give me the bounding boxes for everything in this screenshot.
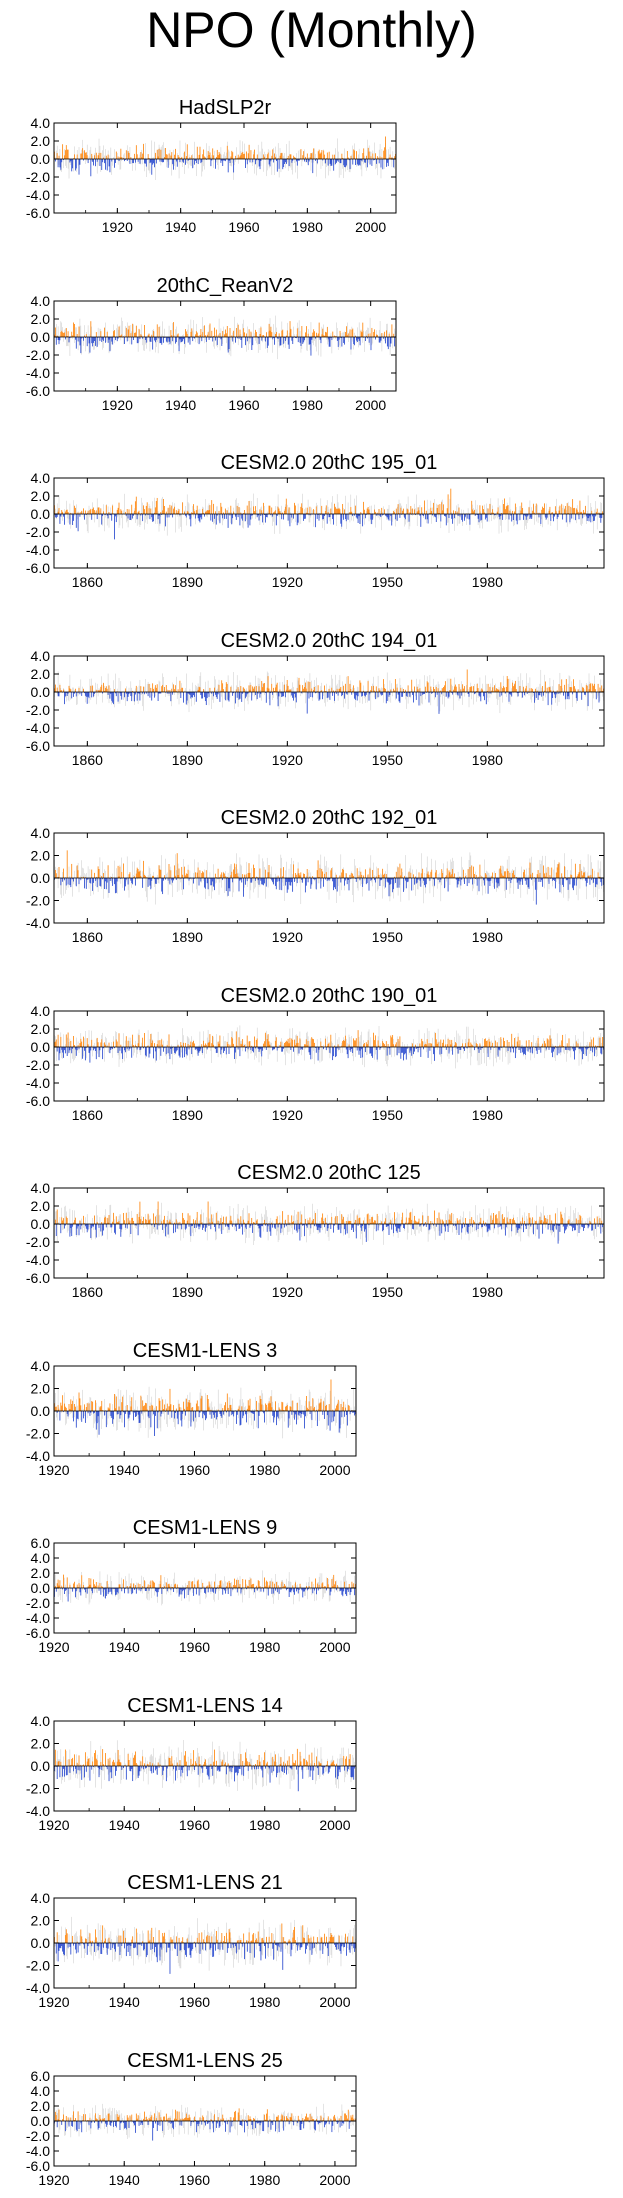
x-tick-label: 1940 xyxy=(165,219,196,235)
x-tick-label: 1950 xyxy=(372,574,403,590)
x-tick-label: 1860 xyxy=(72,752,103,768)
chart-svg: CESM2.0 20thC 194_01 4.0 2.0 0.0 -2.0 -4.0 -6.… xyxy=(26,630,605,768)
chart-title: CESM2.0 20thC 192_01 xyxy=(221,807,438,829)
x-tick-label: 1980 xyxy=(292,397,323,413)
x-tick-label: 1980 xyxy=(292,219,323,235)
chart-title: CESM2.0 20thC 195_01 xyxy=(221,452,438,474)
x-tick-label: 2000 xyxy=(355,219,386,235)
y-tick-label: 0.0 xyxy=(31,684,51,700)
x-tick-label: 1920 xyxy=(102,397,133,413)
y-tick-label: 0.0 xyxy=(31,506,51,522)
y-tick-label: -6.0 xyxy=(26,738,50,754)
x-tick-label: 1920 xyxy=(272,752,303,768)
bar-series xyxy=(54,315,396,360)
y-tick-label: -2.0 xyxy=(26,347,50,363)
chart-title: HadSLP2r xyxy=(179,97,272,119)
y-tick-label: 0.0 xyxy=(31,151,51,167)
y-tick-label: 2.0 xyxy=(31,666,51,682)
y-tick-label: -6.0 xyxy=(26,383,50,399)
x-tick-label: 1860 xyxy=(72,574,103,590)
y-tick-label: -2.0 xyxy=(26,524,50,540)
y-tick-label: 4.0 xyxy=(31,648,51,664)
x-tick-label: 1890 xyxy=(172,574,203,590)
chart-svg: CESM2.0 20thC 192_014.02.00.0-2.0-4.0186… xyxy=(26,807,605,945)
x-tick-label: 1960 xyxy=(228,219,259,235)
x-tick-label: 1920 xyxy=(272,574,303,590)
y-tick-label: 2.0 xyxy=(31,133,51,149)
y-tick-label: -2.0 xyxy=(26,169,50,185)
y-tick-label: 4.0 xyxy=(31,470,51,486)
y-tick-label: -4.0 xyxy=(26,720,50,736)
y-tick-label: -6.0 xyxy=(26,205,50,221)
plot-frame xyxy=(53,300,397,392)
y-tick-label: -4.0 xyxy=(26,365,50,381)
x-tick-label: 1940 xyxy=(165,397,196,413)
y-tick-label: 2.0 xyxy=(31,488,51,504)
chart-panel: CESM2.0 20thC 192_01 4.0 2.0 0.0 -2.0 -4.0 186… xyxy=(4,799,612,953)
y-tick-label: -6.0 xyxy=(26,560,50,576)
plot-frame xyxy=(53,122,397,214)
bar-series xyxy=(54,850,604,905)
chart-panel: 20thC_ReanV2 4.0 2.0 0.0 -2.0 -4.0 -6.0 1920 194… xyxy=(4,267,404,421)
y-tick-label: -4.0 xyxy=(26,542,50,558)
y-tick-label: 4.0 xyxy=(31,115,51,131)
chart-panel: CESM2.0 20thC 195_01 4.0 2.0 0.0 -2.0 -4.0 -6.… xyxy=(4,444,612,598)
chart-svg: CESM2.0 20thC 195_01 4.0 2.0 0.0 -2.0 -4.0 -6.… xyxy=(26,452,605,590)
plot-frame xyxy=(53,655,605,747)
x-tick-label: 1980 xyxy=(472,752,503,768)
page-title: NPO (Monthly) xyxy=(146,2,477,58)
chart-panel: CESM2.0 20thC 194_01 4.0 2.0 0.0 -2.0 -4.0 -6.… xyxy=(4,622,612,776)
chart-title: 20thC_ReanV2 xyxy=(157,275,294,297)
x-tick-label: 1980 xyxy=(472,574,503,590)
y-tick-label: -4.0 xyxy=(26,187,50,203)
y-tick-label: -2.0 xyxy=(26,702,50,718)
y-tick-label: 0.0 xyxy=(31,329,51,345)
x-tick-label: 1920 xyxy=(102,219,133,235)
y-tick-label: 2.0 xyxy=(31,311,51,327)
chart-title: CESM2.0 20thC 194_01 xyxy=(221,630,438,652)
bar-series xyxy=(54,136,396,181)
x-tick-label: 1950 xyxy=(372,752,403,768)
chart-svg: HadSLP2r 4.0 2.0 0.0 -2.0 -4.0 -6.0 1920 1940 196… xyxy=(26,97,397,235)
x-tick-label: 1960 xyxy=(228,397,259,413)
chart-svg: 20thC_ReanV2 4.0 2.0 0.0 -2.0 -4.0 -6.0 1920 194… xyxy=(26,275,397,413)
plot-frame xyxy=(53,477,605,569)
x-tick-label: 1890 xyxy=(172,752,203,768)
x-tick-label: 2000 xyxy=(355,397,386,413)
y-tick-label: 4.0 xyxy=(31,293,51,309)
chart-panel: HadSLP2r 4.0 2.0 0.0 -2.0 -4.0 -6.0 1920 1940 196… xyxy=(4,89,404,243)
